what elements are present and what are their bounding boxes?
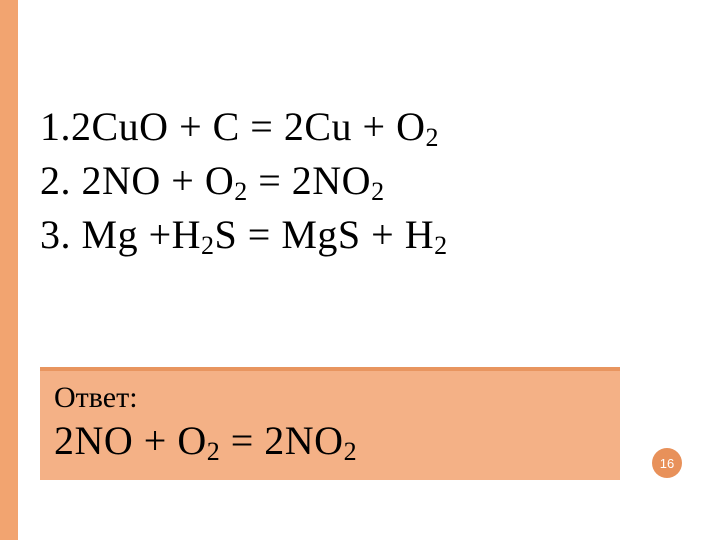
equation-2: 2. 2NO + O2 = 2NO2 <box>40 154 680 208</box>
answer-equation: 2NO + O2 = 2NO2 <box>54 417 606 464</box>
equation-text: Mg +H <box>71 212 201 257</box>
equation-1: 1.2CuO + C = 2Cu + O2 <box>40 100 680 154</box>
equation-text: = 2NO <box>248 158 371 203</box>
page-number-text: 16 <box>660 456 674 471</box>
equation-number: 3. <box>40 212 71 257</box>
subscript: 2 <box>234 177 248 206</box>
equations-block: 1.2CuO + C = 2Cu + O2 2. 2NO + O2 = 2NO2… <box>40 100 680 262</box>
subscript: 2 <box>344 437 358 466</box>
left-border-stripe <box>0 0 18 540</box>
equation-text: 2NO + O <box>54 418 207 463</box>
subscript: 2 <box>426 123 440 152</box>
subscript: 2 <box>371 177 385 206</box>
subscript: 2 <box>207 437 221 466</box>
subscript: 2 <box>434 231 448 260</box>
subscript: 2 <box>201 231 215 260</box>
equation-text: 2NO + O <box>71 158 234 203</box>
equation-number: 2. <box>40 158 71 203</box>
equation-number: 1. <box>40 104 71 149</box>
equation-text: S = MgS + H <box>215 212 435 257</box>
page-number-badge: 16 <box>652 448 682 478</box>
equation-3: 3. Mg +H2S = MgS + H2 <box>40 208 680 262</box>
answer-label: Ответ: <box>54 381 606 415</box>
equation-text: 2CuO + C = 2Cu + O <box>71 104 426 149</box>
answer-box: Ответ: 2NO + O2 = 2NO2 <box>40 367 620 480</box>
equation-text: = 2NO <box>220 418 343 463</box>
